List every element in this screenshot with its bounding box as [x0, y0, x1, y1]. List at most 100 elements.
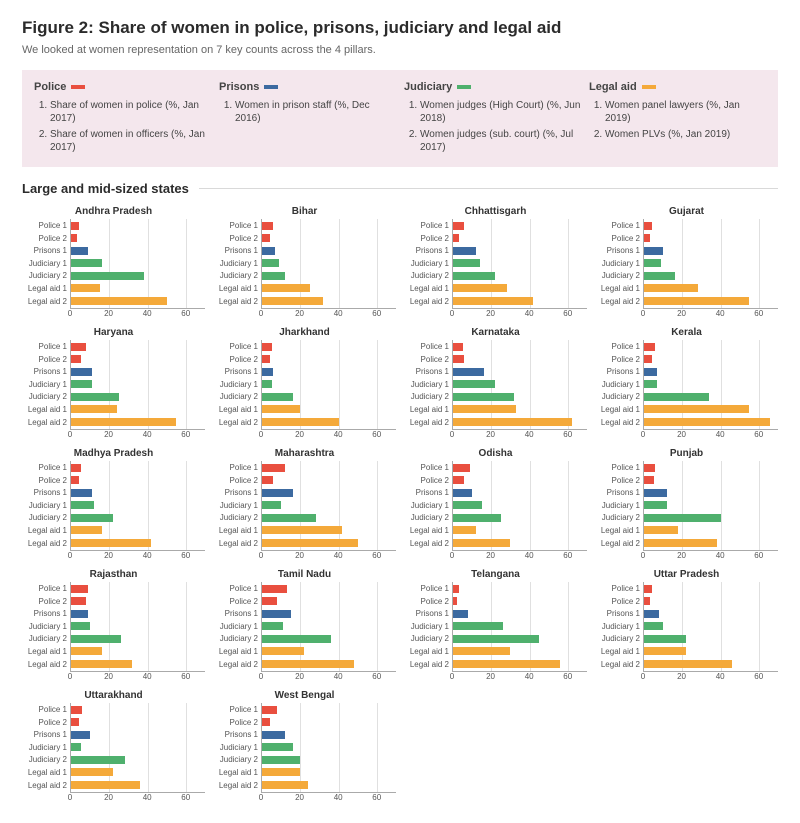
panel-title: Maharashtra — [213, 448, 396, 459]
panel-title: Kerala — [595, 327, 778, 338]
y-labels: Police 1Police 2Prisons 1Judiciary 1Judi… — [22, 461, 70, 551]
bar — [644, 610, 659, 618]
bars — [71, 464, 205, 547]
y-tick-label: Police 2 — [595, 598, 640, 606]
y-tick-label: Legal aid 1 — [595, 527, 640, 535]
bar — [71, 259, 102, 267]
bar — [262, 464, 285, 472]
y-labels: Police 1Police 2Prisons 1Judiciary 1Judi… — [404, 582, 452, 672]
y-tick-label: Legal aid 2 — [404, 298, 449, 306]
y-tick-label: Judiciary 2 — [404, 635, 449, 643]
y-tick-label: Judiciary 1 — [22, 502, 67, 510]
bar — [71, 234, 77, 242]
bar — [71, 585, 88, 593]
bar — [71, 706, 82, 714]
y-tick-label: Judiciary 2 — [213, 272, 258, 280]
bar — [644, 622, 663, 630]
x-axis: 0204060 — [452, 551, 587, 563]
x-tick-label: 60 — [563, 551, 572, 560]
y-tick-label: Legal aid 1 — [22, 406, 67, 414]
y-tick-label: Judiciary 1 — [22, 623, 67, 631]
x-tick-label: 0 — [68, 672, 72, 681]
bar — [262, 297, 323, 305]
y-tick-label: Police 2 — [22, 356, 67, 364]
x-tick-label: 40 — [716, 430, 725, 439]
bar — [644, 597, 650, 605]
bar — [644, 501, 667, 509]
y-tick-label: Prisons 1 — [404, 368, 449, 376]
section-label: Large and mid-sized states — [22, 181, 778, 196]
panel-title: Andhra Pradesh — [22, 206, 205, 217]
bar — [262, 539, 358, 547]
y-labels: Police 1Police 2Prisons 1Judiciary 1Judi… — [213, 582, 261, 672]
x-tick-label: 60 — [181, 309, 190, 318]
legend-swatch — [71, 85, 85, 89]
bar — [262, 284, 310, 292]
bar — [71, 393, 119, 401]
y-tick-label: Legal aid 2 — [213, 298, 258, 306]
bar — [71, 355, 81, 363]
y-tick-label: Judiciary 1 — [595, 623, 640, 631]
plot-area — [70, 461, 205, 551]
panel-title: Uttarakhand — [22, 690, 205, 701]
x-tick-label: 0 — [450, 430, 454, 439]
y-tick-label: Judiciary 1 — [404, 502, 449, 510]
plot-area — [70, 582, 205, 672]
y-tick-label: Police 2 — [213, 235, 258, 243]
y-tick-label: Prisons 1 — [213, 610, 258, 618]
chart: Police 1Police 2Prisons 1Judiciary 1Judi… — [595, 219, 778, 309]
y-tick-label: Prisons 1 — [213, 731, 258, 739]
y-tick-label: Judiciary 1 — [404, 381, 449, 389]
y-labels: Police 1Police 2Prisons 1Judiciary 1Judi… — [595, 219, 643, 309]
x-tick-label: 40 — [143, 551, 152, 560]
bar — [453, 234, 459, 242]
x-axis: 0204060 — [261, 430, 396, 442]
bar — [453, 647, 510, 655]
bar — [644, 489, 667, 497]
bar — [262, 234, 270, 242]
chart: Police 1Police 2Prisons 1Judiciary 1Judi… — [22, 219, 205, 309]
legend-item: Women judges (sub. court) (%, Jul 2017) — [420, 128, 581, 155]
plot-area — [643, 219, 778, 309]
y-labels: Police 1Police 2Prisons 1Judiciary 1Judi… — [213, 703, 261, 793]
y-tick-label: Legal aid 2 — [595, 540, 640, 548]
y-tick-label: Police 1 — [213, 343, 258, 351]
x-tick-label: 40 — [334, 430, 343, 439]
y-tick-label: Judiciary 1 — [595, 381, 640, 389]
chart: Police 1Police 2Prisons 1Judiciary 1Judi… — [22, 461, 205, 551]
y-tick-label: Police 1 — [213, 222, 258, 230]
y-tick-label: Police 2 — [404, 477, 449, 485]
y-tick-label: Legal aid 1 — [404, 406, 449, 414]
bar — [71, 272, 144, 280]
x-axis: 0204060 — [261, 793, 396, 805]
bars — [262, 464, 396, 547]
chart-panel: Tamil NaduPolice 1Police 2Prisons 1Judic… — [213, 569, 396, 684]
y-tick-label: Prisons 1 — [22, 610, 67, 618]
y-labels: Police 1Police 2Prisons 1Judiciary 1Judi… — [404, 219, 452, 309]
legend-item: Women in prison staff (%, Dec 2016) — [235, 99, 396, 126]
bar — [71, 743, 81, 751]
bars — [644, 343, 778, 426]
bar — [644, 418, 770, 426]
section-rule — [199, 188, 778, 189]
x-tick-label: 40 — [716, 309, 725, 318]
bar — [71, 731, 90, 739]
chart-panel: PunjabPolice 1Police 2Prisons 1Judiciary… — [595, 448, 778, 563]
bar — [453, 585, 459, 593]
bar — [644, 526, 678, 534]
y-tick-label: Legal aid 2 — [22, 661, 67, 669]
bar — [71, 610, 88, 618]
bar — [644, 476, 654, 484]
chart-panel: BiharPolice 1Police 2Prisons 1Judiciary … — [213, 206, 396, 321]
bar — [262, 647, 304, 655]
y-tick-label: Prisons 1 — [22, 368, 67, 376]
panel-title: Haryana — [22, 327, 205, 338]
y-tick-label: Police 1 — [404, 464, 449, 472]
plot-area — [261, 582, 396, 672]
bar — [453, 343, 463, 351]
x-tick-label: 60 — [181, 430, 190, 439]
x-tick-label: 40 — [143, 793, 152, 802]
y-tick-label: Judiciary 1 — [213, 623, 258, 631]
bar — [71, 718, 79, 726]
y-tick-label: Police 2 — [213, 477, 258, 485]
